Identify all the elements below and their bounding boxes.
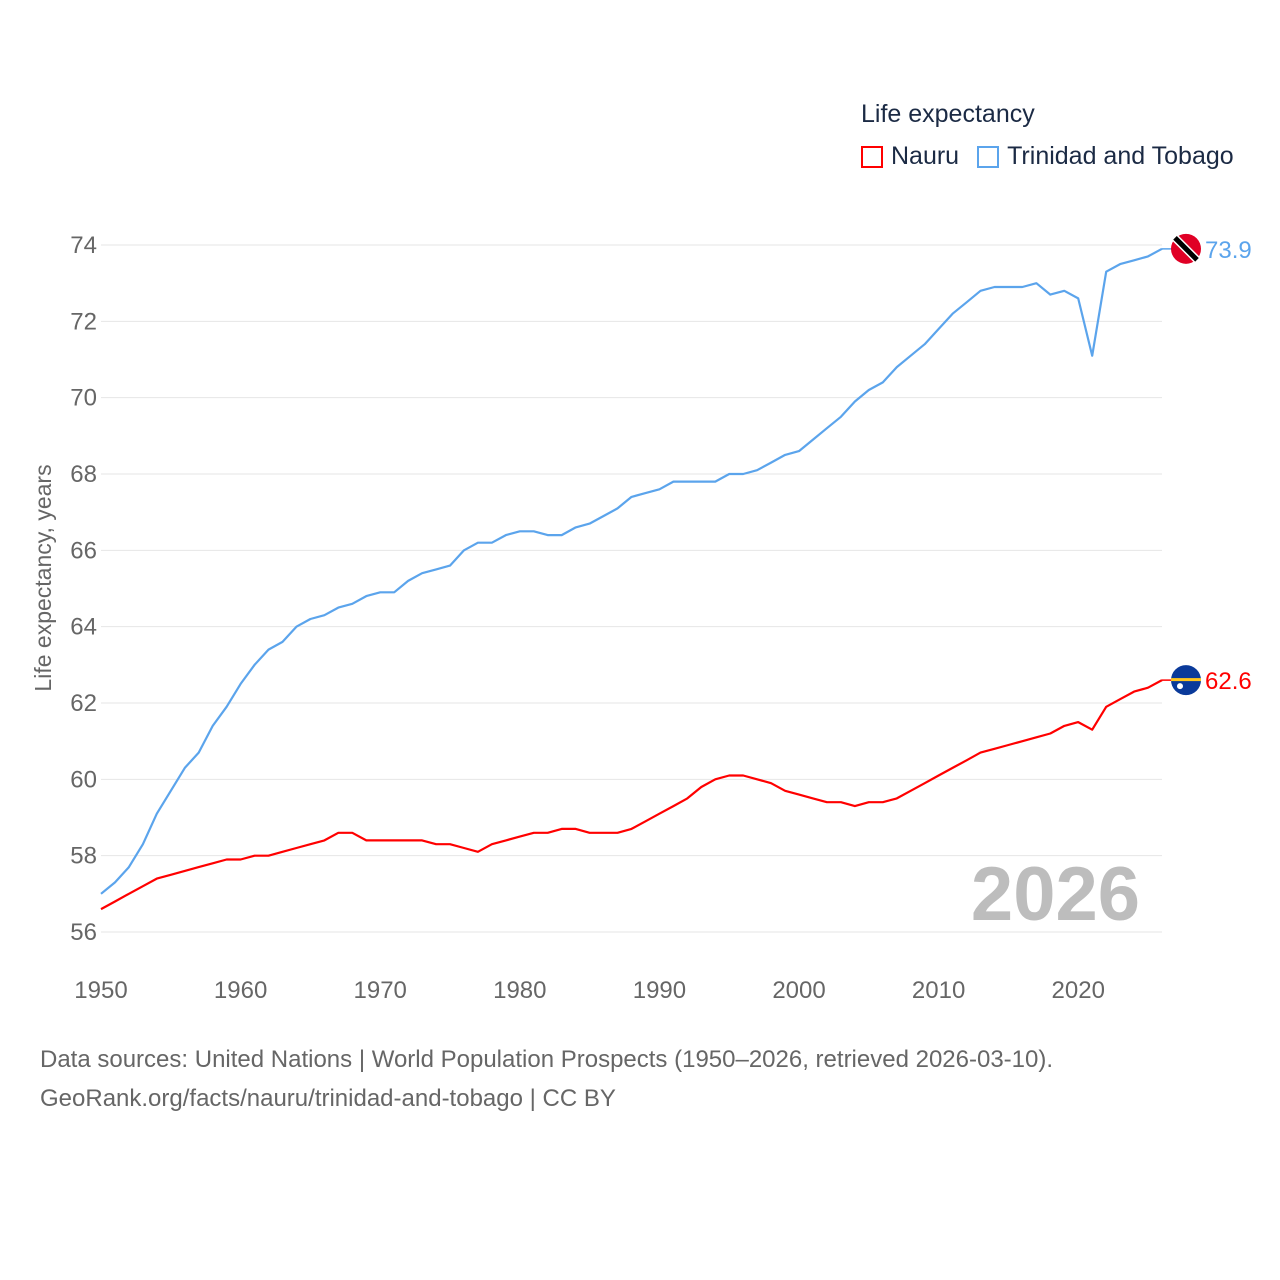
data-source: Data sources: United Nations | World Pop… — [40, 1046, 1054, 1073]
y-tick-label: 72 — [70, 308, 97, 335]
year-watermark: 2026 — [971, 852, 1140, 937]
y-tick-label: 66 — [70, 537, 97, 564]
nauru-flag-stripe — [1171, 678, 1201, 682]
y-tick-label: 70 — [70, 385, 97, 412]
legend-label-trinidad[interactable]: Trinidad and Tobago — [1007, 142, 1234, 170]
y-tick-label: 74 — [70, 232, 97, 259]
x-tick-label: 1950 — [74, 977, 127, 1004]
x-tick-label: 1960 — [214, 977, 267, 1004]
legend: Nauru Trinidad and Tobago — [861, 142, 1234, 171]
source-link[interactable]: GeoRank.org/facts/nauru/trinidad-and-tob… — [40, 1085, 616, 1112]
legend-title: Life expectancy — [861, 100, 1035, 128]
legend-swatch-trinidad — [977, 145, 1000, 168]
y-axis-label: Life expectancy, years — [30, 464, 56, 691]
nauru-flag-star — [1177, 683, 1183, 690]
y-tick-label: 60 — [70, 766, 97, 793]
legend-label-nauru[interactable]: Nauru — [891, 142, 960, 170]
y-tick-label: 58 — [70, 843, 97, 870]
series-line-0 — [100, 679, 1163, 911]
x-tick-label: 1980 — [493, 977, 546, 1004]
y-tick-label: 56 — [70, 919, 97, 946]
x-tick-label: 2000 — [772, 977, 825, 1004]
end-value-label: 73.9 — [1205, 237, 1252, 264]
x-tick-label: 1970 — [354, 977, 407, 1004]
y-tick-label: 62 — [70, 690, 97, 717]
end-value-label: 62.6 — [1205, 668, 1252, 695]
legend-swatch-nauru — [861, 145, 883, 168]
y-tick-label: 68 — [70, 461, 97, 488]
y-tick-label: 64 — [70, 614, 97, 641]
x-tick-label: 2010 — [912, 977, 965, 1004]
x-tick-label: 1990 — [633, 977, 686, 1004]
trinidad-flag-band — [1173, 236, 1199, 262]
x-tick-label: 2020 — [1052, 977, 1105, 1004]
series-line-1 — [100, 247, 1163, 895]
